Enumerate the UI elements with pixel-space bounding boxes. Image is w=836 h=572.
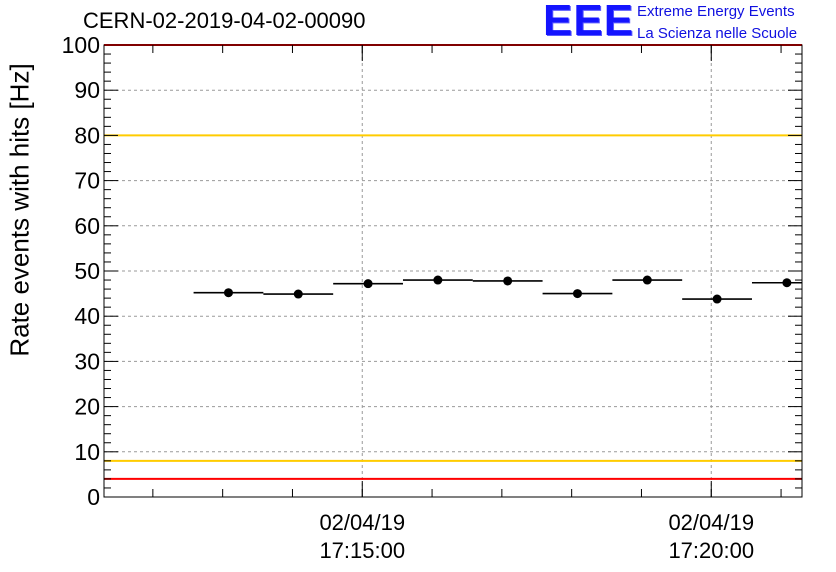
data-point xyxy=(503,276,513,286)
x-tick-time-label: 17:20:00 xyxy=(668,538,754,563)
data-point xyxy=(433,275,443,285)
y-tick-label: 20 xyxy=(74,394,100,420)
data-points xyxy=(193,275,802,304)
grid-lines xyxy=(104,45,802,497)
y-tick-label: 50 xyxy=(74,258,100,284)
data-point xyxy=(712,294,722,304)
x-tick-time-label: 17:15:00 xyxy=(319,538,405,563)
y-tick-label: 80 xyxy=(74,122,100,148)
y-tick-label: 30 xyxy=(74,348,100,374)
y-axis: 0 10 20 30 40 50 60 70 80 90 100 xyxy=(62,32,802,510)
y-tick-label: 100 xyxy=(62,32,100,58)
data-point xyxy=(782,278,792,288)
reference-lines xyxy=(104,44,802,480)
y-tick-label: 0 xyxy=(87,484,100,510)
data-point xyxy=(642,275,652,285)
y-tick-label: 40 xyxy=(74,303,100,329)
logo-tagline-1: Extreme Energy Events xyxy=(637,3,795,20)
x-tick-date-label: 02/04/19 xyxy=(668,510,754,535)
data-point xyxy=(293,289,303,299)
logo-tagline-2: La Scienza nelle Scuole xyxy=(637,25,798,42)
y-tick-label: 10 xyxy=(74,439,100,465)
data-point xyxy=(572,289,582,299)
data-point xyxy=(363,279,373,289)
y-tick-label: 70 xyxy=(74,168,100,194)
y-axis-title: Rate events with hits [Hz] xyxy=(4,63,35,357)
y-tick-label: 90 xyxy=(74,77,100,103)
logo-mark: EEE xyxy=(543,0,635,45)
y-tick-label: 60 xyxy=(74,213,100,239)
x-axis: 02/04/19 17:15:00 02/04/19 17:20:00 xyxy=(152,45,782,563)
data-point xyxy=(223,288,233,298)
run-title: CERN-02-2019-04-02-00090 xyxy=(83,8,366,33)
x-tick-date-label: 02/04/19 xyxy=(319,510,405,535)
